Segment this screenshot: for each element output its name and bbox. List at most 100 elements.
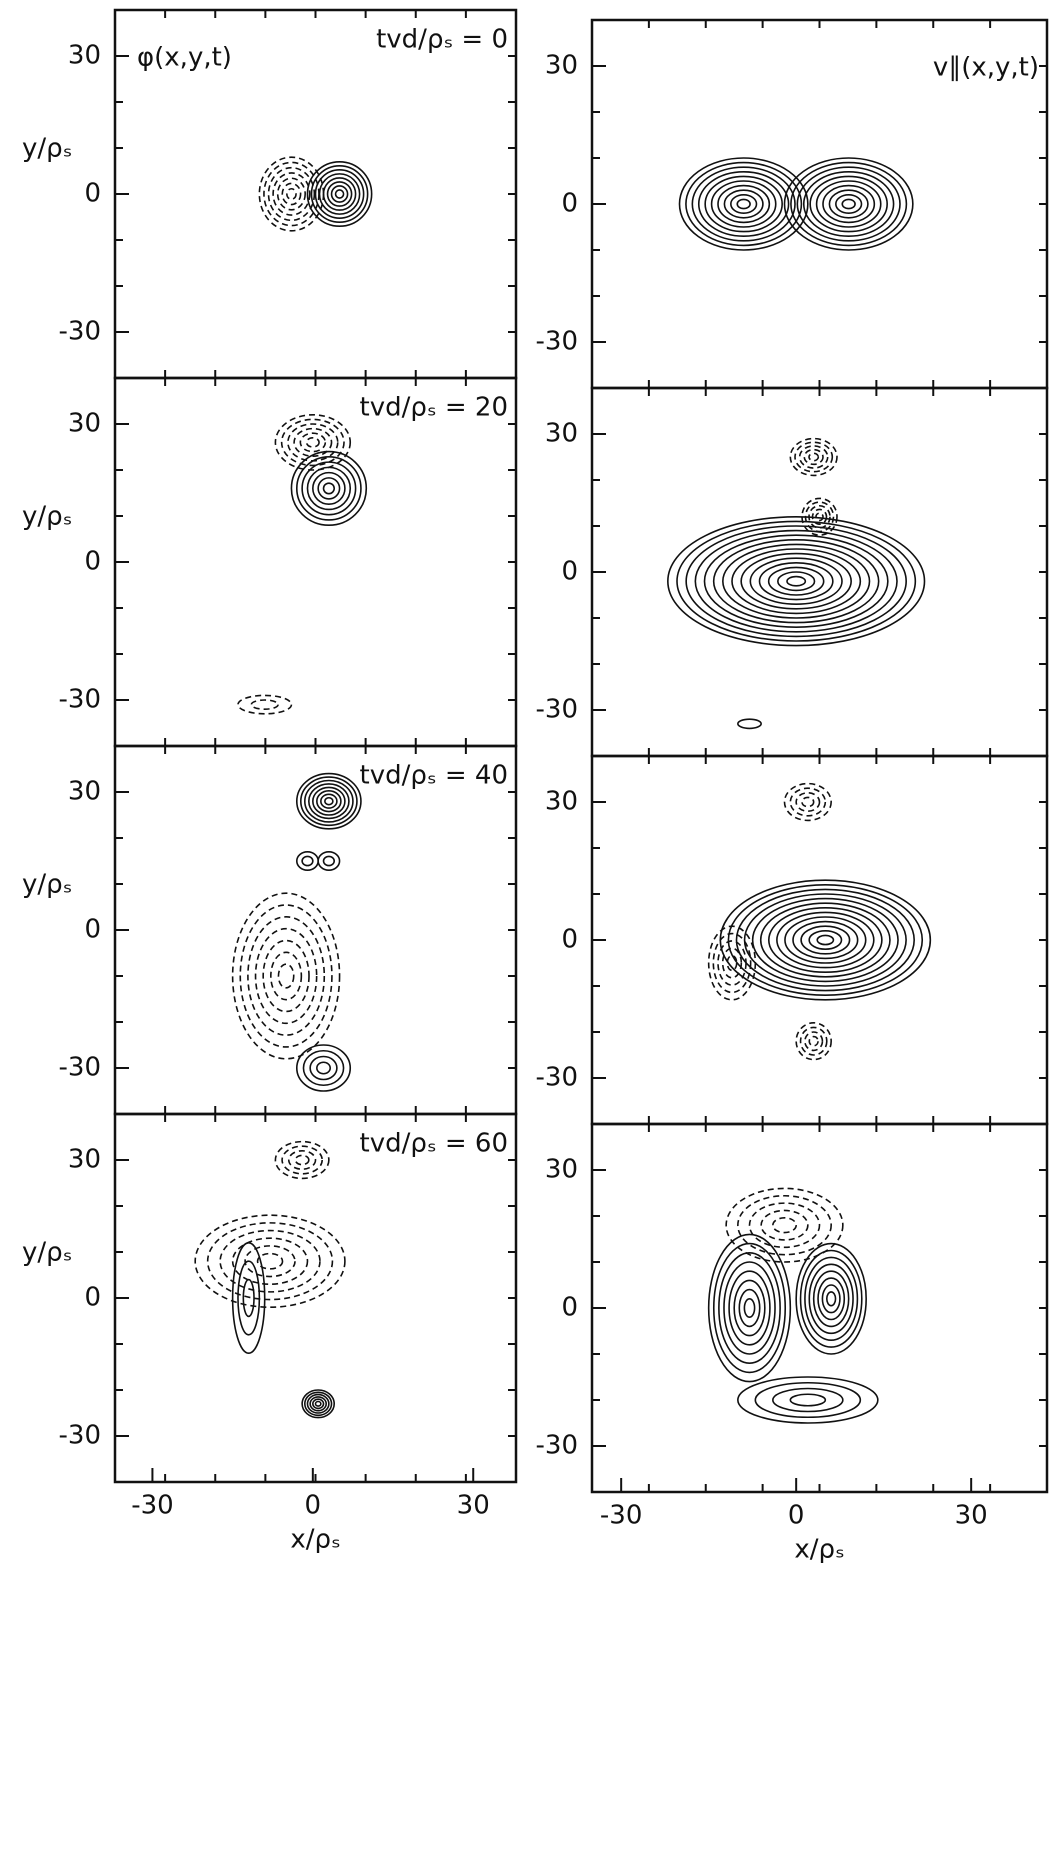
- contour-line: [274, 1140, 330, 1180]
- contour-line: [295, 456, 362, 521]
- contour-line: [316, 790, 342, 813]
- contour-line: [733, 1279, 766, 1337]
- contour-line: [320, 793, 338, 809]
- contour-line: [801, 497, 838, 536]
- contour-line: [305, 436, 320, 448]
- contour-line: [306, 466, 352, 511]
- contour-line: [312, 786, 346, 816]
- contour-line: [256, 1252, 284, 1270]
- contour-line: [295, 1044, 352, 1092]
- y-tick-label: 0: [84, 1283, 101, 1313]
- y-tick-label: 30: [545, 419, 578, 449]
- contour-line: [322, 855, 336, 867]
- contour-line: [718, 1252, 781, 1365]
- contour-line: [274, 413, 352, 471]
- contour-line: [250, 699, 279, 710]
- time-annotation: tvd/ρₛ = 40: [360, 761, 508, 791]
- contour-line: [812, 1270, 850, 1328]
- y-tick-label: 30: [68, 41, 101, 71]
- contour-line: [792, 920, 859, 960]
- contour-line: [808, 929, 843, 950]
- contour-line: [286, 187, 297, 201]
- contour-line: [330, 185, 349, 203]
- contour-line: [784, 916, 867, 964]
- contour-line: [786, 575, 807, 587]
- contour-line: [804, 501, 835, 533]
- contour-line: [808, 1263, 854, 1335]
- contour-line: [776, 911, 875, 969]
- contour-line: [789, 437, 838, 477]
- y-tick-label: 0: [561, 557, 578, 587]
- y-tick-label: 30: [545, 51, 578, 81]
- contour-line: [735, 888, 915, 992]
- y-tick-label: 0: [561, 189, 578, 219]
- y-tick-label: -30: [59, 317, 101, 347]
- contour-line: [717, 940, 747, 986]
- contour-line: [316, 1061, 332, 1075]
- contour-line: [697, 171, 790, 238]
- contour-line: [685, 525, 907, 638]
- contour-line: [262, 939, 310, 1013]
- y-tick-label: 0: [84, 179, 101, 209]
- contour-line: [748, 1202, 821, 1249]
- contour-line: [242, 1278, 255, 1318]
- contour-line: [276, 177, 306, 211]
- panel-title: v∥(x,y,t): [933, 53, 1039, 83]
- contour-line: [721, 947, 743, 979]
- x-axis-label: x/ρₛ: [290, 1525, 340, 1555]
- x-tick-label: -30: [600, 1501, 642, 1531]
- contour-line: [804, 1031, 824, 1052]
- contour-line: [231, 892, 341, 1060]
- contour-line: [314, 1400, 322, 1407]
- y-tick-label: 0: [84, 915, 101, 945]
- contour-line: [301, 855, 314, 867]
- y-tick-label: -30: [59, 685, 101, 715]
- contour-line: [822, 184, 876, 224]
- contour-line: [754, 1381, 862, 1419]
- contour-line: [803, 448, 824, 466]
- contour-line: [825, 1291, 837, 1307]
- contour-line: [801, 796, 815, 808]
- contour-line: [794, 441, 834, 473]
- contour-line: [809, 175, 888, 233]
- contour-line: [828, 189, 869, 219]
- panel: -30 0 30 tvd/ρₛ = 40 y/ρₛ: [22, 744, 518, 1116]
- contour-line: [312, 1398, 325, 1410]
- contour-line: [281, 182, 302, 206]
- y-tick-label: -30: [59, 1053, 101, 1083]
- contour-line: [310, 165, 369, 223]
- time-annotation: tvd/ρₛ = 60: [360, 1129, 508, 1159]
- contour-line: [244, 1245, 296, 1278]
- y-tick-label: -30: [536, 1063, 578, 1093]
- contour-line: [731, 548, 862, 615]
- contour-line: [796, 166, 901, 242]
- contour-line: [743, 1298, 756, 1319]
- panel: -30 0 30: [536, 386, 1049, 758]
- contour-line: [815, 512, 824, 522]
- contour-line: [304, 779, 354, 823]
- y-tick-label: -30: [536, 695, 578, 725]
- contour-line: [841, 198, 856, 210]
- y-tick-label: 30: [68, 409, 101, 439]
- contour-line: [306, 161, 373, 228]
- contour-line: [301, 1389, 336, 1419]
- contour-line: [290, 450, 368, 527]
- y-tick-label: 30: [545, 787, 578, 817]
- contour-line: [299, 432, 327, 453]
- contour-line: [263, 161, 320, 227]
- x-tick-label: 0: [788, 1501, 805, 1531]
- x-tick-label: -30: [131, 1491, 173, 1521]
- contour-line: [817, 1277, 846, 1321]
- contour-line: [712, 932, 752, 994]
- contour-line: [804, 1256, 859, 1342]
- y-tick-label: -30: [59, 1421, 101, 1451]
- contour-line: [730, 194, 758, 215]
- contour-line: [736, 198, 751, 210]
- contour-line: [795, 1242, 867, 1355]
- contour-line: [800, 925, 851, 955]
- panel: -30 0 30 -30 0 30 tvd/ρₛ = 60 y/ρₛ x/ρₛ: [22, 1112, 518, 1555]
- contour-line: [219, 1229, 321, 1293]
- panel: -30 0 30: [536, 754, 1049, 1126]
- contour-line: [738, 1288, 761, 1328]
